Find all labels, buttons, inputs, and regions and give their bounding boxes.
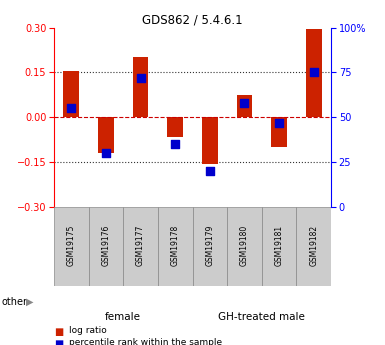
Text: percentile rank within the sample: percentile rank within the sample (69, 338, 222, 345)
Text: other: other (2, 297, 28, 307)
Bar (202, 117, 218, 164)
Bar (123, 207, 158, 286)
Bar (89, 207, 123, 286)
Text: GSM19177: GSM19177 (136, 224, 145, 266)
Text: GH-treated male: GH-treated male (218, 313, 305, 322)
Text: ■: ■ (54, 339, 63, 345)
Bar (192, 207, 227, 286)
Point (103, 150, 109, 156)
Bar (227, 207, 262, 286)
Text: log ratio: log ratio (69, 326, 106, 335)
Point (172, 141, 178, 147)
Point (241, 100, 248, 106)
Text: GSM19176: GSM19176 (101, 224, 110, 266)
Bar (296, 207, 331, 286)
Text: ■: ■ (54, 327, 63, 337)
Bar (98, 117, 114, 153)
Bar (262, 207, 296, 286)
Text: GSM19182: GSM19182 (309, 225, 318, 266)
Bar (64, 71, 79, 117)
Bar (167, 117, 183, 137)
Text: GSM19178: GSM19178 (171, 225, 180, 266)
Point (68, 106, 74, 111)
Bar (271, 117, 287, 147)
Text: GSM19180: GSM19180 (240, 225, 249, 266)
Bar (306, 29, 321, 117)
Point (276, 120, 282, 126)
Text: female: female (105, 313, 141, 322)
Text: GSM19175: GSM19175 (67, 224, 76, 266)
Title: GDS862 / 5.4.6.1: GDS862 / 5.4.6.1 (142, 13, 243, 27)
Bar (158, 207, 192, 286)
Point (207, 168, 213, 174)
Text: GSM19181: GSM19181 (275, 225, 284, 266)
Bar (54, 207, 89, 286)
Text: GSM19179: GSM19179 (205, 224, 214, 266)
Point (137, 75, 144, 81)
Bar (133, 58, 148, 117)
Text: ▶: ▶ (26, 297, 33, 307)
Bar (237, 95, 252, 117)
Point (311, 70, 317, 75)
